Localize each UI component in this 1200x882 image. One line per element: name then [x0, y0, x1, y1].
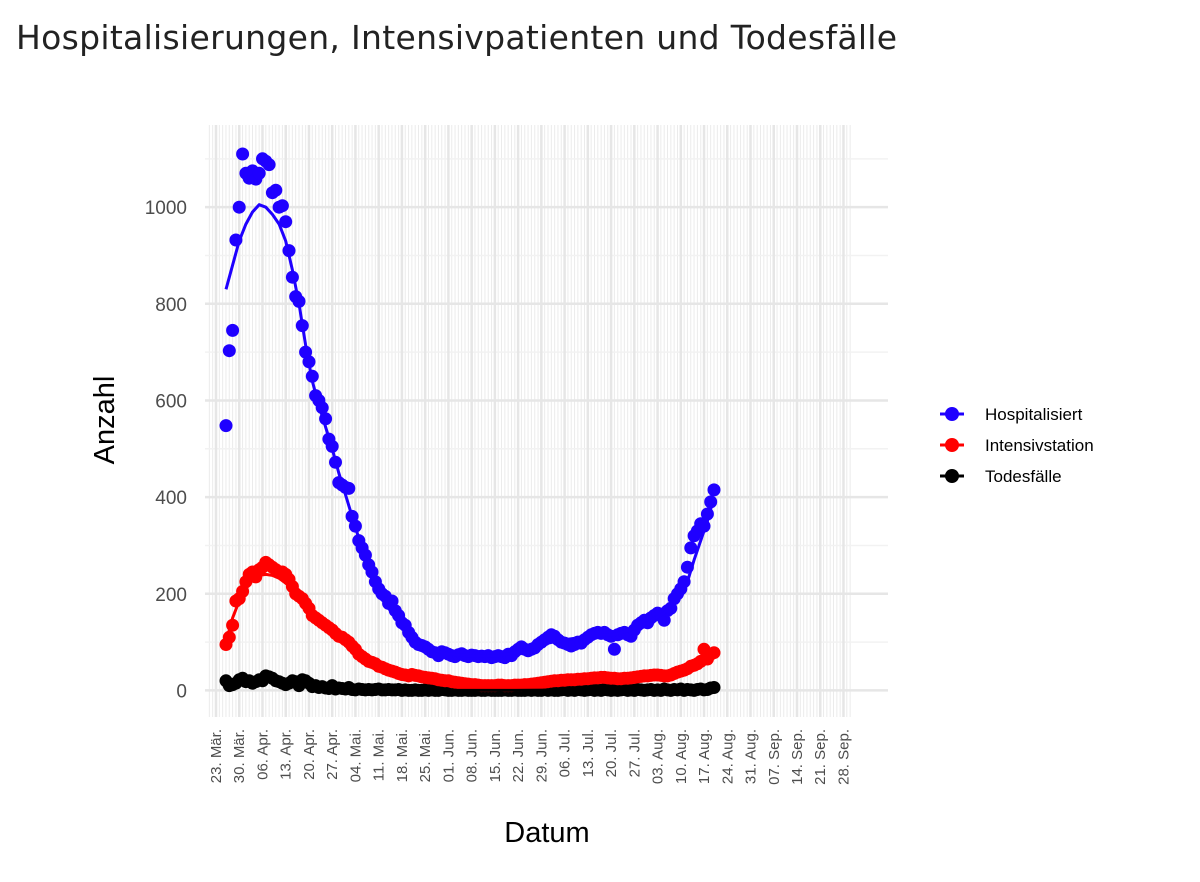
y-axis-ticks: 0 200 400 600 800 1000: [145, 198, 187, 702]
y-tick-label: 0: [176, 681, 187, 702]
y-tick-label: 1000: [145, 198, 187, 219]
data-point: [262, 158, 276, 172]
x-tick-label: 21. Sep.: [812, 729, 829, 785]
legend-key-dot: [945, 407, 959, 421]
data-point: [684, 541, 698, 555]
x-tick-label: 13. Apr.: [278, 729, 295, 780]
legend-item: Hospitalisiert: [940, 405, 1083, 424]
data-point: [275, 199, 289, 213]
y-axis-title: Anzahl: [89, 376, 121, 465]
legend-key-dot: [945, 469, 959, 483]
x-tick-label: 03. Aug.: [650, 729, 667, 784]
x-axis-title: Datum: [504, 817, 589, 849]
data-point: [279, 215, 293, 229]
series-2-points: [219, 669, 721, 697]
y-tick-label: 400: [155, 488, 187, 509]
legend-item: Todesfälle: [940, 467, 1062, 486]
x-tick-label: 04. Mai.: [347, 729, 364, 782]
legend-label: Hospitalisiert: [985, 405, 1083, 424]
data-point: [232, 200, 246, 214]
x-tick-label: 29. Jun.: [533, 729, 550, 782]
data-point: [252, 166, 266, 180]
legend-key-dot: [945, 438, 959, 452]
x-tick-label: 22. Jun.: [510, 729, 527, 782]
x-tick-label: 11. Mai.: [371, 729, 388, 781]
x-tick-label: 13. Jul.: [580, 729, 597, 777]
grid-major: [205, 125, 888, 717]
data-point: [236, 147, 250, 161]
trend-line: [226, 678, 715, 692]
x-tick-label: 30. Mär.: [231, 729, 248, 783]
x-tick-label: 24. Aug.: [719, 729, 736, 784]
data-point: [707, 681, 721, 694]
data-point: [269, 183, 283, 197]
x-tick-label: 06. Jul.: [557, 729, 574, 777]
data-point: [707, 483, 721, 497]
x-tick-label: 18. Mai.: [394, 729, 411, 782]
x-tick-label: 23. Mär.: [208, 729, 225, 783]
x-tick-label: 20. Apr.: [301, 729, 318, 780]
y-tick-label: 600: [155, 391, 187, 412]
legend: Hospitalisiert Intensivstation Todesfälle: [940, 405, 1094, 486]
grid-minor: [205, 125, 888, 717]
legend-item: Intensivstation: [940, 436, 1094, 455]
trend-line: [224, 203, 716, 658]
trend-line: [224, 572, 715, 687]
x-tick-label: 20. Jul.: [603, 729, 620, 777]
x-tick-label: 17. Aug.: [696, 729, 713, 784]
data-point: [222, 344, 236, 358]
y-tick-label: 800: [155, 295, 187, 316]
y-tick-label: 200: [155, 585, 187, 606]
data-point: [226, 323, 240, 337]
page-title: Hospitalisierungen, Intensivpatienten un…: [16, 18, 898, 57]
x-tick-label: 01. Jun.: [440, 729, 457, 782]
data-point: [607, 642, 621, 656]
x-tick-label: 08. Jun.: [464, 729, 481, 782]
data-point: [219, 419, 233, 433]
x-tick-label: 06. Apr.: [254, 729, 271, 780]
x-tick-label: 31. Aug.: [743, 729, 760, 784]
legend-label: Todesfälle: [985, 467, 1062, 486]
x-tick-label: 28. Sep.: [835, 729, 852, 785]
x-tick-label: 07. Sep.: [766, 729, 783, 785]
x-tick-label: 27. Apr.: [324, 729, 341, 780]
x-tick-label: 25. Mai.: [417, 729, 434, 782]
x-tick-label: 15. Jun.: [487, 729, 504, 782]
x-tick-label: 14. Sep.: [789, 729, 806, 785]
series-layer: [219, 147, 721, 697]
x-tick-label: 27. Jul.: [626, 729, 643, 777]
series-0-points: [219, 147, 721, 665]
x-axis-ticks: 23. Mär. 30. Mär. 06. Apr. 13. Apr. 20. Apr.…: [208, 729, 852, 785]
x-tick-label: 10. Aug.: [673, 729, 690, 784]
legend-label: Intensivstation: [985, 436, 1094, 455]
